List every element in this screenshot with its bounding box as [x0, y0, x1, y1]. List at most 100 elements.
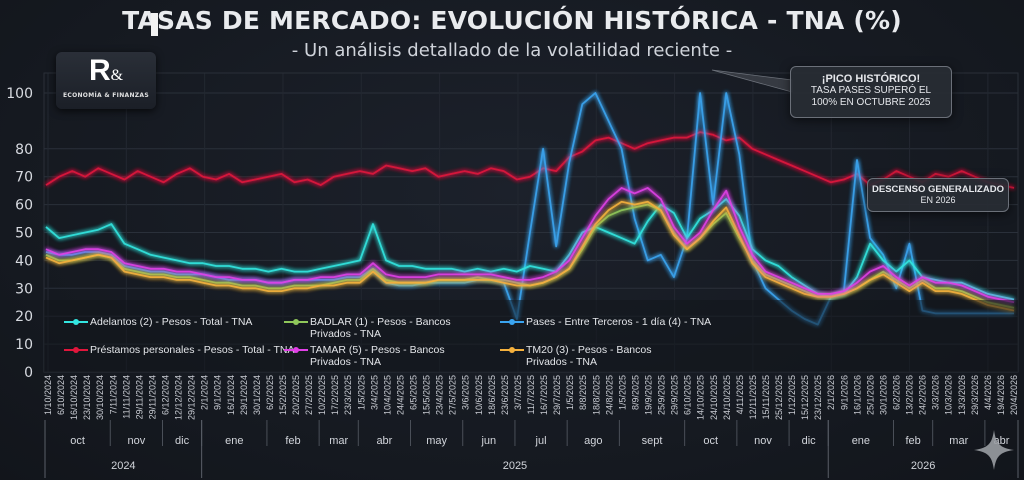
annotation-decline-heading: DESCENSO GENERALIZADO [872, 184, 1004, 195]
brand-logo: R& ECONOMÍA & FINANZAS [56, 52, 156, 109]
x-tick-label: 1/12/2025 [787, 375, 797, 415]
logo-ampersand: & [110, 67, 124, 84]
series-line-tamar [45, 186, 1015, 304]
annotation-decline: DESCENSO GENERALIZADO EN 2026 [867, 178, 1009, 212]
x-tick-label: 1/5/2025 [565, 375, 575, 410]
x-tick-label: 16/1/2024 [226, 375, 236, 415]
month-label: sept [642, 435, 663, 447]
x-tick-label: 6/10/2024 [56, 375, 66, 415]
legend-item-tm20[interactable]: TM20 (3) - Pesos - Bancos Privados - TNA [500, 344, 700, 370]
annotation-peak-line1: TASA PASES SUPERÓ EL [810, 85, 932, 96]
x-tick-label: 9/1/2026 [839, 375, 849, 410]
x-tick-label: 27/2/2025 [304, 375, 314, 415]
annotation-decline-line1: EN 2026 [920, 195, 956, 205]
x-tick-label: 19/9/2025 [643, 375, 653, 415]
x-tick-label: 16/7/2025 [539, 375, 549, 415]
legend-label: Pases - Entre Terceros - 1 día (4) - TNA [526, 316, 712, 328]
x-tick-label: 24/8/2025 [604, 375, 614, 415]
x-tick-label: 24/10/2025 [722, 375, 732, 420]
x-tick-label: 29/12/2024 [187, 375, 197, 420]
month-label: feb [285, 435, 300, 447]
series-group [45, 92, 1015, 326]
x-axis: 1/10/2024 6/10/2024 16/10/2024 23/10/2024 30… [43, 375, 1019, 478]
month-label: ago [584, 435, 602, 447]
x-tick-label: 7/11/2024 [108, 375, 118, 414]
legend-item-tamar[interactable]: TAMAR (5) - Pesos - Bancos Privados - TN… [284, 344, 484, 370]
x-tick-label: 6/2/2025 [265, 375, 275, 410]
x-tick-label: 29/7/2025 [552, 375, 562, 415]
y-tick-label: 10 [15, 337, 33, 353]
sparkle-icon[interactable] [972, 428, 1016, 472]
year-label: 2025 [503, 460, 527, 472]
legend-label: Adelantos (2) - Pesos - Total - TNA [90, 316, 253, 328]
logo-tagline: ECONOMÍA & FINANZAS [62, 92, 149, 99]
legend-label: Préstamos personales - Pesos - Total - T… [90, 344, 295, 356]
legend-label: TM20 (3) - Pesos - Bancos Privados - TNA [526, 344, 652, 368]
y-tick-label: 40 [15, 253, 33, 269]
y-tick-label: 0 [24, 365, 33, 381]
x-tick-label: 29/11/2024 [147, 375, 157, 419]
series-line-tm20 [45, 200, 1015, 312]
x-tick-label: 6/2/2026 [892, 375, 902, 410]
x-tick-label: 25/9/2025 [657, 375, 667, 415]
legend-swatch-tm20 [500, 347, 524, 353]
x-tick-label: 24/2/2026 [918, 375, 928, 415]
month-label: oct [703, 435, 718, 447]
chart-title: TASAS DE MERCADO: EVOLUCIÓN HISTÓRICA - … [122, 6, 902, 35]
x-tick-label: 2/1/2024 [200, 375, 210, 410]
x-tick-label: 15/12/2025 [800, 375, 810, 420]
x-tick-label: 16/1/2026 [852, 375, 862, 415]
x-tick-label: 15/2/2025 [278, 375, 288, 415]
x-tick-label: 20/2/2025 [291, 375, 301, 415]
legend-background [44, 300, 1018, 372]
y-tick-label: 60 [15, 198, 33, 214]
x-tick-label: 8/9/2025 [630, 375, 640, 410]
month-label: dic [802, 435, 817, 447]
month-label: dic [175, 435, 190, 447]
month-label: jul [535, 435, 547, 447]
x-tick-label: 23/10/2024 [82, 375, 92, 420]
x-tick-label: 30/10/2024 [95, 375, 105, 420]
x-tick-label: 10/2/2025 [317, 375, 327, 415]
month-label: nov [128, 435, 146, 447]
x-tick-label: 29/9/2025 [670, 375, 680, 415]
x-tick-label: 24/4/2025 [395, 375, 405, 415]
x-tick-label: 3/4/2025 [369, 375, 379, 410]
y-tick-label: 80 [15, 142, 33, 158]
month-label: ene [852, 435, 870, 447]
y-tick-label: 20 [15, 309, 33, 325]
x-tick-label: 3/7/2025 [513, 375, 523, 410]
x-tick-label: 4/4/2026 [983, 375, 993, 410]
month-label: jun [480, 435, 496, 447]
x-tick-label: 13/2/2026 [905, 375, 915, 415]
annotation-peak-line2: 100% EN OCTUBRE 2025 [811, 97, 931, 108]
month-label: oct [70, 435, 85, 447]
legend-item-badlar[interactable]: BADLAR (1) - Pesos - Bancos Privados - T… [284, 316, 484, 342]
legend-label: TAMAR (5) - Pesos - Bancos Privados - TN… [310, 344, 445, 368]
x-tick-label: 15/11/2025 [761, 375, 771, 419]
text-cursor [151, 13, 158, 36]
chart-subtitle: - Un análisis detallado de la volatilida… [291, 40, 733, 61]
x-tick-label: 1/10/2024 [43, 375, 53, 415]
month-label: mar [329, 435, 348, 447]
x-tick-label: 29/3/2026 [970, 375, 980, 415]
x-tick-label: 1/5/2025 [356, 375, 366, 410]
x-tick-label: 6/10/2025 [683, 375, 693, 415]
series-line-prestamos [45, 131, 1015, 189]
x-tick-label: 2/1/2026 [826, 375, 836, 410]
x-tick-label: 18/6/2025 [487, 375, 497, 415]
x-tick-label: 20/4/2026 [1009, 375, 1019, 415]
y-axis: 0 10 20 30 40 50 60 70 80 100 [6, 86, 33, 381]
annotation-peak-heading: ¡PICO HISTÓRICO! [821, 73, 921, 85]
series-line-adelantos [45, 198, 1015, 301]
annotation-peak: ¡PICO HISTÓRICO! TASA PASES SUPERÓ EL 10… [790, 66, 952, 118]
x-tick-label: 10/3/2026 [944, 375, 954, 415]
x-tick-label: 13/3/2026 [957, 375, 967, 415]
x-tick-label: 1/5/2025 [617, 375, 627, 410]
logo-mark: R& [56, 55, 156, 92]
x-tick-label: 3/3/2026 [931, 375, 941, 410]
month-label: feb [905, 435, 920, 447]
x-tick-label: 12/12/2024 [174, 375, 184, 420]
year-label: 2024 [111, 460, 135, 472]
x-tick-label: 10/4/2025 [382, 375, 392, 415]
